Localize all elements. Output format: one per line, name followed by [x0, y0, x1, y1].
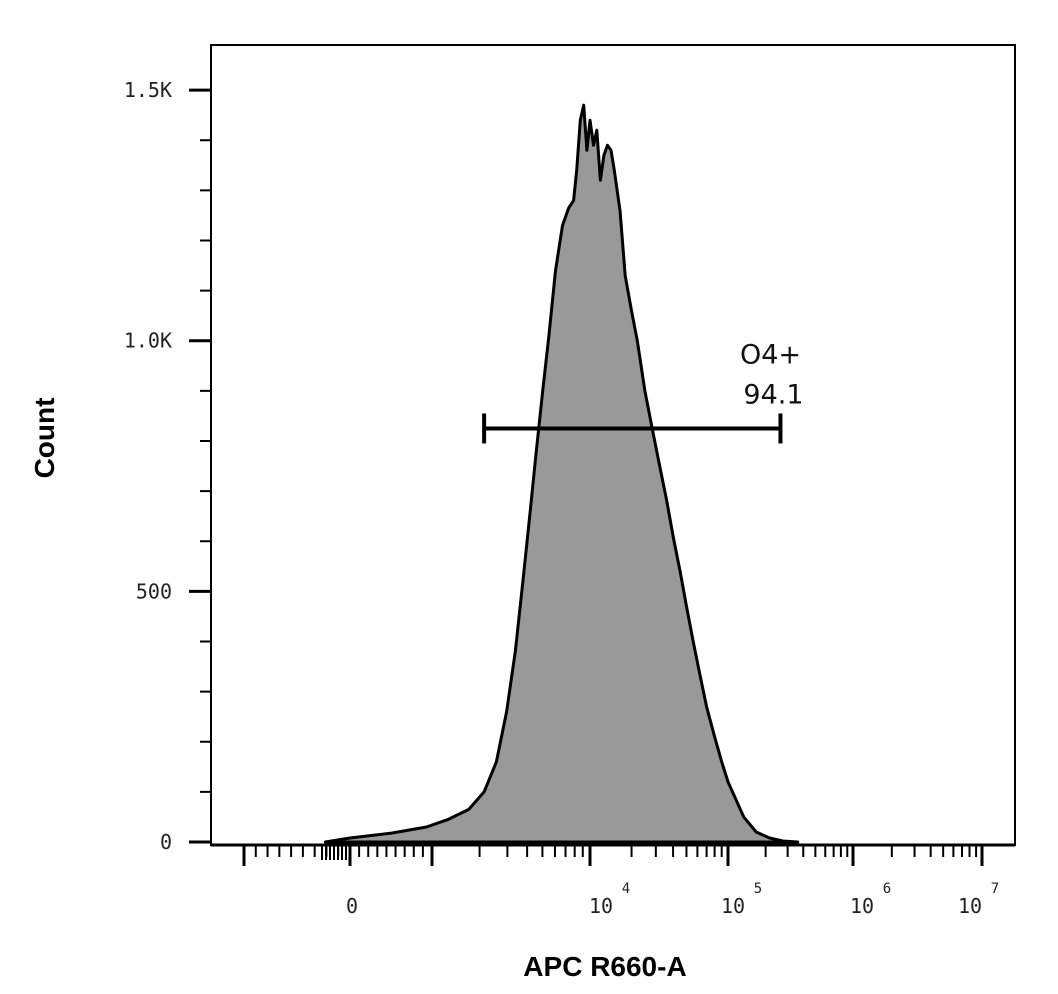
x-tick-exponent: 7: [991, 881, 999, 897]
x-axis-title: APC R660-A: [523, 951, 686, 982]
gate-percent-label: 94.1: [743, 379, 803, 410]
y-tick-label: 1.0K: [124, 329, 172, 353]
x-axis-ticks: 0 10 4 10 5 10 6 10 7: [242, 845, 999, 918]
y-axis-ticks: 0 500 1.0K 1.5K: [124, 78, 211, 854]
gate-name-label: O4+: [740, 339, 801, 370]
x-tick-exponent: 5: [754, 881, 762, 897]
x-tick-label: 10: [721, 894, 745, 918]
y-axis-title: Count: [29, 398, 60, 479]
gate-o4-plus[interactable]: O4+ 94.1: [482, 339, 804, 444]
x-tick-exponent: 4: [622, 881, 630, 897]
histogram-area: [323, 103, 800, 844]
x-tick-label: 10: [850, 894, 874, 918]
y-tick-label: 500: [136, 579, 172, 603]
y-tick-label: 1.5K: [124, 78, 172, 102]
x-tick-label: 10: [589, 894, 613, 918]
x-tick-label: 10: [958, 894, 982, 918]
x-tick-label: 0: [346, 894, 358, 918]
x-tick-exponent: 6: [883, 881, 891, 897]
y-tick-label: 0: [160, 830, 172, 854]
